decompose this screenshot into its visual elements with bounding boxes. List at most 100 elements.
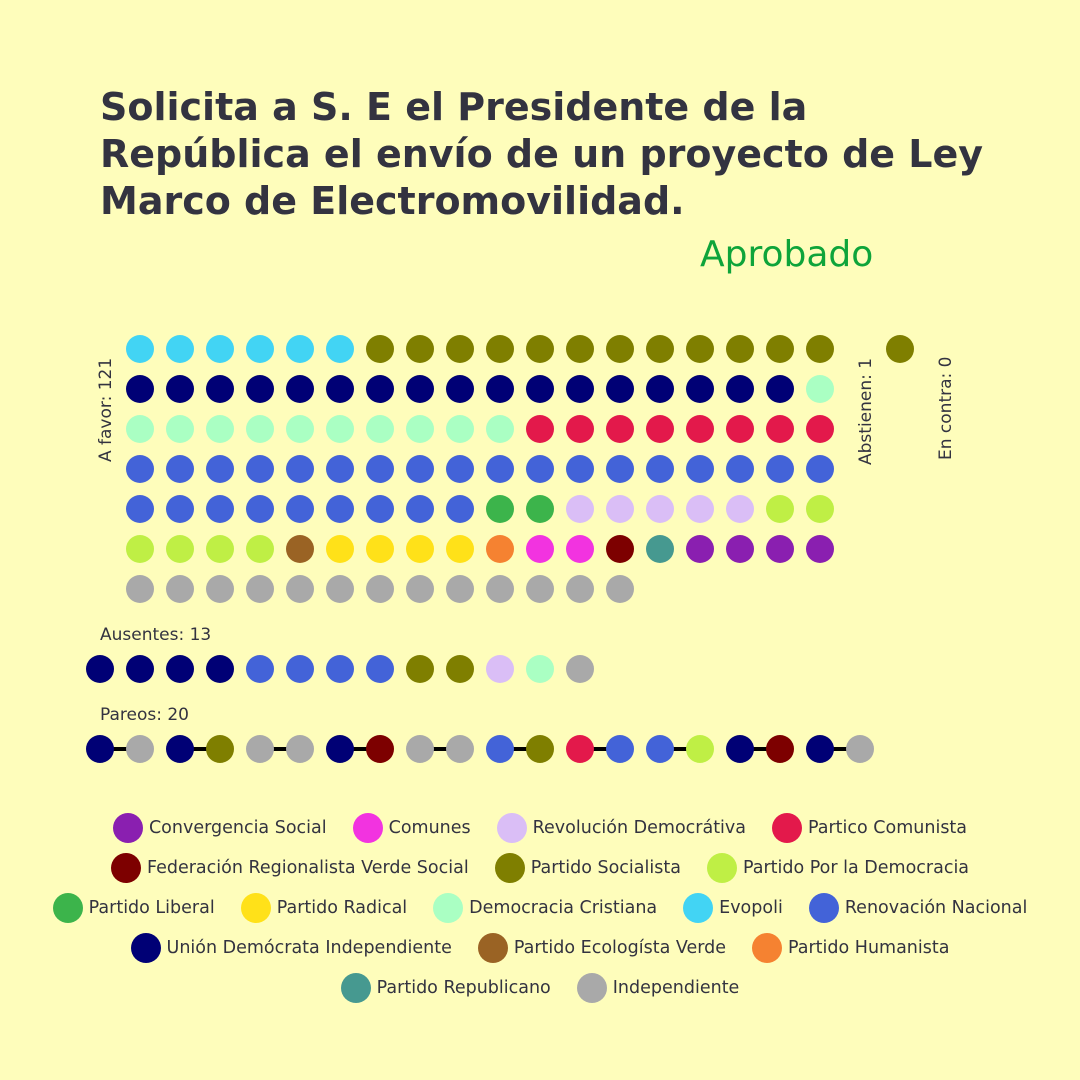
- pareo-dot: [846, 735, 874, 763]
- favor-dot: [126, 495, 154, 523]
- favor-dot: [766, 335, 794, 363]
- favor-dot: [526, 535, 554, 563]
- favor-dot: [526, 455, 554, 483]
- legend-swatch: [52, 893, 83, 923]
- favor-dot: [326, 335, 354, 363]
- favor-dot: [206, 495, 234, 523]
- favor-dot: [326, 575, 354, 603]
- favor-dot: [246, 375, 274, 403]
- legend-item: Federación Regionalista Verde Social: [110, 853, 469, 883]
- pareo-dot: [646, 735, 674, 763]
- favor-dot: [126, 535, 154, 563]
- favor-dot: [726, 535, 754, 563]
- favor-dot: [566, 375, 594, 403]
- favor-dot: [246, 495, 274, 523]
- pareo-dot: [126, 735, 154, 763]
- legend-label: Revolución Democrátiva: [532, 818, 746, 838]
- favor-dot: [526, 495, 554, 523]
- favor-dot: [486, 535, 514, 563]
- favor-dot: [166, 575, 194, 603]
- favor-dot: [486, 575, 514, 603]
- favor-dot: [126, 455, 154, 483]
- favor-dot: [286, 495, 314, 523]
- ausentes-dot: [246, 655, 274, 683]
- favor-dot: [686, 375, 714, 403]
- legend-label: Evopoli: [719, 898, 783, 918]
- favor-dot: [206, 335, 234, 363]
- favor-dot: [606, 535, 634, 563]
- favor-dot: [406, 455, 434, 483]
- legend-swatch: [477, 933, 508, 963]
- pareo-dot: [366, 735, 394, 763]
- ausentes-dot: [446, 655, 474, 683]
- ausentes-dot: [166, 655, 194, 683]
- favor-dot: [566, 455, 594, 483]
- legend-row: Federación Regionalista Verde Social Part…: [0, 848, 1080, 888]
- favor-dot: [766, 455, 794, 483]
- chart-title: Solicita a S. E el Presidente de la Repú…: [100, 85, 984, 223]
- pareo-dot: [206, 735, 234, 763]
- legend-item: Partido Humanista: [752, 933, 949, 963]
- ausentes-dot: [206, 655, 234, 683]
- legend-swatch: [112, 813, 143, 843]
- pareo-dot: [726, 735, 754, 763]
- legend-item: Independiente: [576, 973, 739, 1003]
- legend-label: Democracia Cristiana: [469, 898, 658, 918]
- favor-dot: [246, 455, 274, 483]
- favor-dot: [646, 335, 674, 363]
- pareo-dot: [446, 735, 474, 763]
- legend-swatch: [808, 893, 839, 923]
- legend-label: Partico Comunista: [808, 818, 968, 838]
- legend-swatch: [496, 813, 527, 843]
- legend-swatch: [352, 813, 383, 843]
- favor-dot: [766, 495, 794, 523]
- legend-swatch: [340, 973, 371, 1003]
- favor-dot: [366, 455, 394, 483]
- favor-dot: [406, 375, 434, 403]
- favor-dot: [726, 495, 754, 523]
- legend-label: Partido Ecologísta Verde: [513, 938, 726, 958]
- favor-dot: [246, 415, 274, 443]
- favor-dot: [526, 415, 554, 443]
- favor-dot: [606, 575, 634, 603]
- favor-dot: [566, 335, 594, 363]
- favor-dot: [326, 415, 354, 443]
- legend-label: Renovación Nacional: [844, 898, 1028, 918]
- favor-dot: [326, 375, 354, 403]
- legend-label: Partido Radical: [276, 898, 408, 918]
- favor-dot: [206, 455, 234, 483]
- favor-dot: [646, 495, 674, 523]
- favor-dot: [206, 375, 234, 403]
- favor-dot: [726, 415, 754, 443]
- legend-label: Partido Liberal: [88, 898, 215, 918]
- favor-dot: [766, 375, 794, 403]
- favor-dot: [246, 535, 274, 563]
- ausentes-dot: [566, 655, 594, 683]
- legend-swatch: [240, 893, 271, 923]
- legend-item: Partido Republicano: [340, 973, 551, 1003]
- favor-dot: [606, 415, 634, 443]
- vote-dot-matrix: [86, 335, 914, 763]
- favor-dot: [366, 535, 394, 563]
- favor-dot: [406, 535, 434, 563]
- legend-label: Partido Socialista: [530, 858, 681, 878]
- ausentes-label: Ausentes: 13: [100, 625, 212, 645]
- favor-dot: [566, 535, 594, 563]
- favor-dot: [646, 415, 674, 443]
- pareo-dot: [766, 735, 794, 763]
- pareo-dot: [86, 735, 114, 763]
- favor-dot: [686, 335, 714, 363]
- pareo-dot: [486, 735, 514, 763]
- legend-swatch: [576, 973, 607, 1003]
- legend-label: Comunes: [388, 818, 471, 838]
- favor-dot: [646, 535, 674, 563]
- favor-dot: [766, 415, 794, 443]
- favor-dot: [286, 535, 314, 563]
- ausentes-dot: [526, 655, 554, 683]
- legend-label: Partido Humanista: [788, 938, 950, 958]
- legend: Convergencia Social Comunes Revolución Dem…: [0, 808, 1080, 1008]
- favor-dot: [726, 375, 754, 403]
- favor-dot: [406, 335, 434, 363]
- legend-swatch: [706, 853, 737, 883]
- legend-swatch: [110, 853, 141, 883]
